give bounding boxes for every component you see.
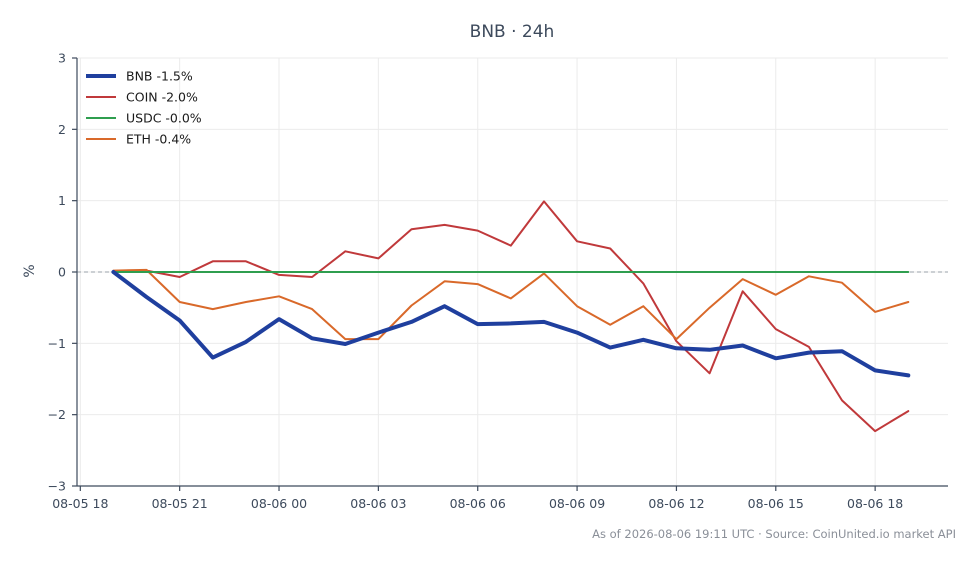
y-tick-label: 3 <box>58 51 66 66</box>
axes: 3 2 1 0 −1 −2 −3 08-05 18 08-05 21 08-06 00 08-06 … <box>48 51 948 511</box>
footer-source: As of 2026-08-06 19:11 UTC · Source: Coi… <box>592 527 956 541</box>
y-tick-label: −1 <box>48 336 66 351</box>
y-axis-label: % <box>22 264 38 277</box>
x-tick-label: 08-06 09 <box>549 496 605 511</box>
y-tick-label: 1 <box>58 193 66 208</box>
y-tick-label: −3 <box>48 479 66 494</box>
x-tick-label: 08-06 15 <box>748 496 804 511</box>
series-line-0 <box>111 270 911 378</box>
x-tick-label: 08-06 00 <box>251 496 307 511</box>
chart-title: BNB · 24h <box>470 22 555 42</box>
x-tick-label: 08-05 21 <box>152 496 208 511</box>
x-tick-label: 08-06 03 <box>350 496 406 511</box>
x-tick-label: 08-06 18 <box>847 496 903 511</box>
x-tick-label: 08-06 12 <box>648 496 704 511</box>
y-tick-label: −2 <box>48 407 66 422</box>
y-tick-label: 2 <box>58 122 66 137</box>
series-line-3 <box>112 268 910 341</box>
series-line-1 <box>112 200 910 433</box>
legend-label: COIN -2.0% <box>126 90 198 105</box>
x-tick-label: 08-05 18 <box>52 496 108 511</box>
legend: BNB -1.5% COIN -2.0% USDC -0.0% ETH -0.4% <box>86 69 202 147</box>
legend-label: USDC -0.0% <box>126 111 202 126</box>
series-lines <box>111 200 911 433</box>
x-tick-label: 08-06 06 <box>450 496 506 511</box>
legend-label: BNB -1.5% <box>126 69 193 84</box>
y-tick-label: 0 <box>58 265 66 280</box>
legend-label: ETH -0.4% <box>126 132 191 147</box>
